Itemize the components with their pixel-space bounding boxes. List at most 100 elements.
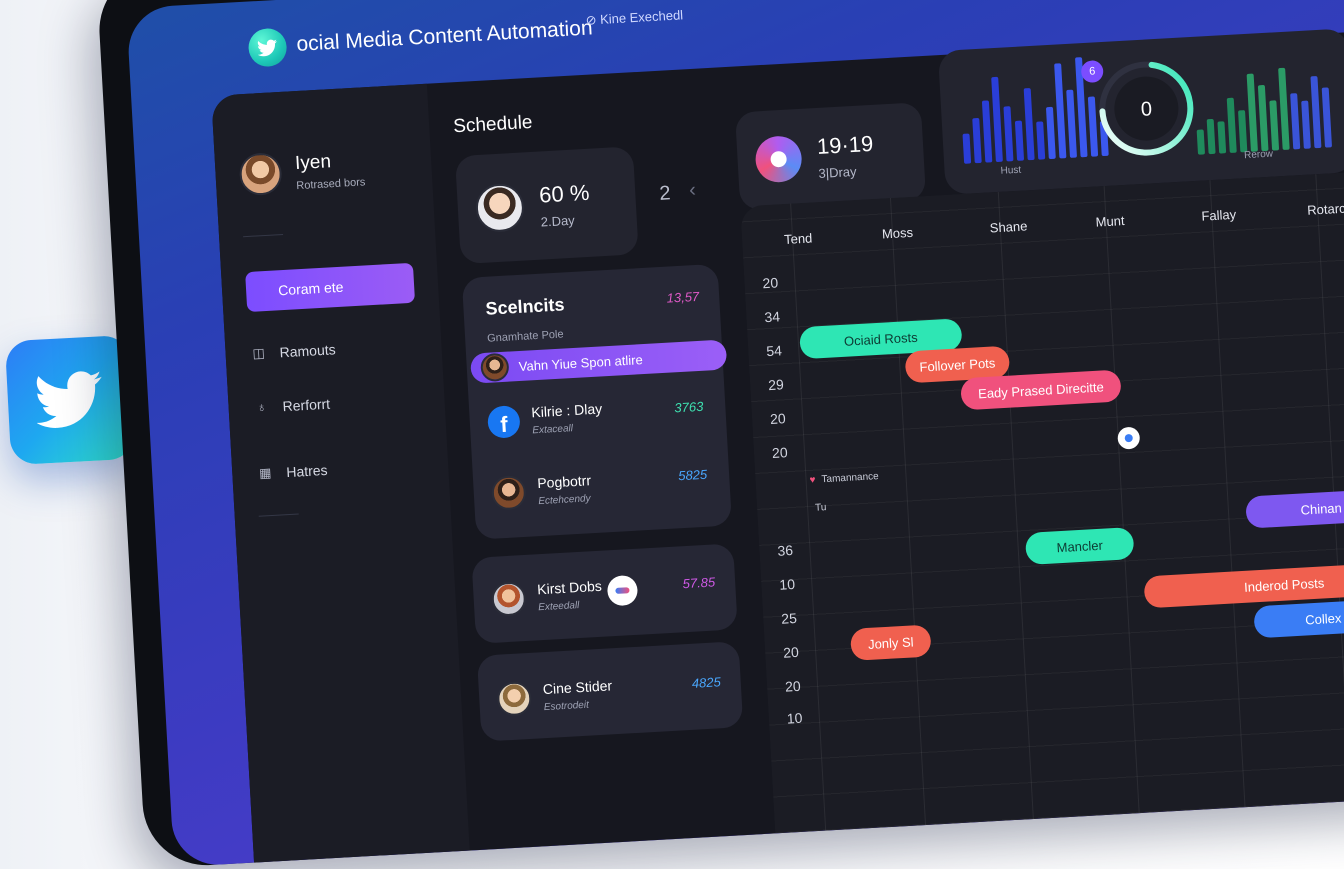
event-inderod-posts[interactable]: Inderod Posts	[1143, 560, 1344, 609]
chart-left-bar	[1014, 120, 1024, 161]
list-card[interactable]: Cine Stider Esotrodeit 4825	[476, 641, 744, 742]
camera-icon: ◫	[252, 345, 266, 361]
chart-left-bar	[981, 100, 993, 163]
twitter-app-tile[interactable]	[4, 334, 136, 466]
app-subtitle-text: Kine Exechedl	[599, 7, 684, 27]
chart-left-bar	[972, 118, 982, 164]
chart-label: Hust	[1000, 164, 1022, 177]
stat-value: 19·19	[816, 130, 874, 159]
ring-progress-arc	[1099, 61, 1194, 156]
marker-dot	[1124, 433, 1133, 443]
list-item-subtitle: Exteedall	[537, 600, 580, 614]
list-count: 13,57	[666, 288, 700, 306]
list-card[interactable]: Kirst Dobs Exteedall 57.85	[471, 543, 738, 644]
link-icon: ⊘	[585, 11, 601, 28]
app-screen: ocial Media Content Automation ⊘ Kine Ex…	[126, 0, 1344, 868]
event-label: Mancler	[1056, 537, 1104, 555]
chart-left-bar	[1066, 89, 1077, 158]
location-pin-icon: ♁	[256, 399, 267, 415]
progress-ring: 0	[1099, 61, 1194, 156]
chart-left-bar	[1046, 106, 1056, 159]
time-label: 20	[762, 274, 779, 292]
list-item-title: Kilrie : Dlay	[530, 400, 603, 421]
list-item-label: Vahn Yiue Spon atlire	[518, 351, 644, 374]
day-header[interactable]: Rotarcl	[1306, 200, 1344, 218]
bar-chart-right	[1196, 67, 1332, 155]
main-panel: Iyen Rotrased bors Coram ete ◫ Ramouts ♁…	[211, 23, 1344, 863]
legend-label: Tu	[814, 502, 827, 514]
facebook-icon: f	[486, 405, 521, 439]
event-label: Ociaid Rosts	[843, 329, 919, 349]
list-item[interactable]: Pogbotrr Ectehcendy	[490, 471, 592, 511]
list-item-title: Kirst Dobs	[536, 577, 603, 598]
avatar	[496, 680, 533, 717]
chart-right-bar	[1290, 93, 1301, 150]
chart-right-bar	[1226, 97, 1237, 153]
stat-card-time[interactable]: 19·19 3|Dray	[734, 102, 927, 211]
time-label: 25	[780, 609, 798, 627]
list-item-subtitle: Esotrodeit	[543, 699, 590, 714]
ring-center	[1114, 76, 1179, 141]
event-collex-pots[interactable]: Collex Pots	[1253, 597, 1344, 639]
calendar-column-line	[1103, 186, 1140, 814]
time-label: 36	[777, 542, 794, 559]
sidebar-item-dashboard[interactable]: Coram ete	[245, 262, 416, 313]
chart-left-bar	[962, 133, 972, 164]
sidebar-item-label: Ramouts	[279, 341, 337, 361]
chart-left-bar	[1087, 96, 1099, 157]
time-label: 10	[778, 575, 796, 593]
sidebar-item-hatres[interactable]: ▦ Hatres	[258, 462, 328, 482]
list-item-subtitle: Ectehcendy	[538, 493, 591, 508]
chart-right-bar	[1257, 85, 1269, 152]
chart-left-bar	[1036, 121, 1046, 160]
list-item: Cine Stider Esotrodeit	[496, 676, 613, 717]
event-jonly-sl[interactable]: Jonly Sl	[849, 624, 932, 661]
flower-icon-center	[770, 150, 788, 168]
day-header[interactable]: Shane	[989, 218, 1028, 236]
share-icon-shape	[615, 587, 630, 594]
sidebar-item-label: Coram ete	[277, 278, 344, 299]
ring-value: 0	[1140, 98, 1152, 121]
day-header[interactable]: Munt	[1095, 212, 1125, 230]
list-title: Scelncits	[484, 294, 566, 319]
share-icon[interactable]	[606, 574, 639, 607]
grid-icon: ▦	[258, 465, 272, 481]
time-label: 54	[765, 342, 783, 360]
bar-chart-left	[962, 57, 1109, 164]
flower-icon	[754, 134, 803, 184]
legend-label: Tamannance	[821, 471, 880, 486]
chart-left-bar	[1003, 106, 1014, 162]
sidebar: Iyen Rotrased bors Coram ete ◫ Ramouts ♁…	[211, 83, 470, 863]
chart-right-bar	[1196, 129, 1205, 155]
calendar-grid: Tend Moss Shane Munt Fallay Rotarcl 20 3…	[740, 163, 1344, 834]
time-label: 20	[782, 643, 800, 661]
day-header[interactable]: Fallay	[1201, 206, 1237, 224]
day-header[interactable]: Moss	[881, 224, 914, 242]
sidebar-item-rerforrt[interactable]: ♁ Rerforrt	[254, 396, 330, 416]
time-label: 10	[786, 709, 803, 727]
chart-right-bar	[1238, 110, 1248, 153]
sidebar-item-label: Rerforrt	[282, 395, 331, 415]
list-item[interactable]: f Kilrie : Dlay Extaceall	[486, 400, 603, 439]
event-label: Eady Prased Direcitte	[977, 378, 1105, 401]
event-chinan-pots[interactable]: Chinan Pots	[1245, 486, 1344, 529]
event-label: Follover Pots	[919, 354, 996, 375]
calendar-column-line	[1209, 180, 1246, 808]
time-label: 20	[784, 677, 802, 695]
chart-right-bar	[1301, 100, 1311, 149]
day-header[interactable]: Tend	[783, 230, 813, 247]
event-label: Inderod Posts	[1243, 574, 1325, 595]
app-subtitle: ⊘ Kine Exechedl	[585, 7, 683, 28]
legend-item: Tu	[815, 502, 827, 514]
event-mancler[interactable]: Mancler	[1024, 526, 1135, 565]
list-item-highlighted[interactable]: Vahn Yiue Spon atlire	[470, 339, 728, 384]
chart-left-bar	[991, 76, 1003, 162]
sidebar-item-ramouts[interactable]: ◫ Ramouts	[251, 341, 336, 362]
profile[interactable]: Iyen Rotrased bors	[238, 147, 366, 197]
time-label: 29	[767, 376, 785, 394]
calendar-marker-icon[interactable]	[1117, 426, 1141, 450]
chart-right-bar	[1321, 87, 1332, 148]
content-list-column: Scelncits 13,57 Gnamhate Pole Vahn Yiue …	[447, 68, 759, 850]
list-item: Kirst Dobs Exteedall	[490, 577, 603, 617]
chart-right-bar	[1269, 100, 1279, 151]
